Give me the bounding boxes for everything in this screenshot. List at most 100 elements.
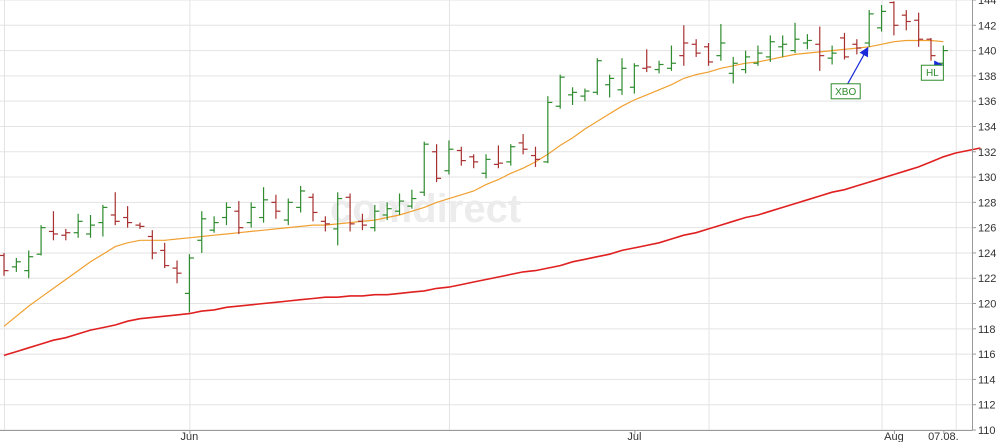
ohlc-bar [345,193,355,232]
ohlc-bar [580,88,590,102]
grid [0,0,972,431]
y-tick-label: 112 [978,400,996,412]
ohlc-bar [839,32,849,60]
ohlc-bar [629,63,639,94]
ohlc-bar [827,45,837,65]
ohlc-bars [0,1,948,313]
ohlc-bar [802,34,812,50]
y-tick-label: 126 [978,223,996,235]
signal-label: HL [926,68,939,79]
ohlc-bar [654,60,664,74]
ohlc-bar [889,1,899,36]
y-tick-label: 134 [978,121,996,133]
ohlc-bar [901,10,911,31]
ohlc-bar [741,50,751,74]
y-tick-label: 130 [978,172,996,184]
ohlc-bar [555,74,565,109]
ohlc-bar [333,192,343,246]
ohlc-bar [395,193,405,215]
y-tick-label: 128 [978,197,996,209]
ohlc-bar [234,201,244,234]
ohlc-bar [36,225,46,256]
y-tick-label: 118 [978,324,996,336]
ohlc-bar [493,145,503,169]
ohlc-bar [592,58,602,95]
ohlc-bar [283,198,293,226]
ohlc-bar [617,58,627,95]
signal-arrow [847,46,869,85]
signal-label: XBO [835,87,856,98]
signal-label-box [920,64,944,81]
x-tick-label: Jul [627,431,641,442]
signal-label-box [830,83,861,100]
ohlc-bar [296,185,306,213]
ohlc-bar [160,242,170,269]
watermark: comdirect [330,187,521,231]
y-tick-label: 122 [978,273,996,285]
ohlc-bar [605,74,615,98]
y-tick-label: 140 [978,46,996,58]
ohlc-bar [456,146,466,166]
ohlc-bar [357,213,367,231]
x-tick-label: 07.08. [928,431,959,442]
ohlc-bar [382,202,392,221]
x-tick-label: Aug [884,431,904,442]
ohlc-bar [728,56,738,84]
y-tick-label: 138 [978,71,996,83]
ohlc-bar [370,204,380,232]
ohlc-bar [864,10,874,47]
ohlc-bar [98,204,108,237]
ohlc-bar [48,211,58,241]
ohlc-bar [271,194,281,219]
ohlc-bar [184,254,194,313]
ohlc-bar [61,228,71,241]
ohlc-bar [432,144,442,183]
ohlc-bar [815,26,825,71]
ohlc-bar [123,206,133,228]
ohlc-bar [926,37,936,61]
y-tick-label: 110 [978,425,996,437]
ohlc-bar [0,252,9,276]
ohlc-bar [209,216,219,233]
moving-averages [3,39,981,357]
ohlc-bar [197,211,207,253]
ohlc-bar [530,146,540,167]
y-tick-label: 114 [978,374,996,386]
ohlc-bar [679,25,689,66]
ohlc-bar [172,260,182,284]
ohlc-bar [135,222,145,229]
ohlc-bar [147,230,157,260]
ohlc-bar [481,154,491,179]
ohlc-bar [543,96,553,164]
ohlc-bar [407,189,417,209]
y-tick-label: 116 [978,349,996,361]
x-tick-label: Jun [181,431,199,442]
ohlc-bar [24,250,34,279]
ohlc-bar [320,216,330,232]
ohlc-bar [419,141,429,197]
ohlc-bar [308,193,318,222]
ohlc-bar [259,187,269,223]
ohlc-bar [765,35,775,62]
ohlc-bar [642,49,652,73]
ohlc-bar [444,140,454,175]
ohlc-bar [753,45,763,66]
ohlc-bar [568,87,578,105]
moving-average-long-line [3,147,981,357]
ohlc-bar [469,154,479,169]
ohlc-bar [790,22,800,54]
ohlc-bar [73,213,83,238]
watermark-logo: comdirect [330,187,521,231]
ohlc-bar [666,45,676,71]
ohlc-bar [11,258,21,272]
y-tick-label: 136 [978,96,996,108]
ohlc-bar [778,35,788,57]
y-tick-label: 120 [978,299,996,311]
ohlc-bar [246,202,256,228]
signal-annotation: XBO [830,46,869,100]
ohlc-bar [914,12,924,47]
signal-annotations: XBO HL [830,46,944,100]
